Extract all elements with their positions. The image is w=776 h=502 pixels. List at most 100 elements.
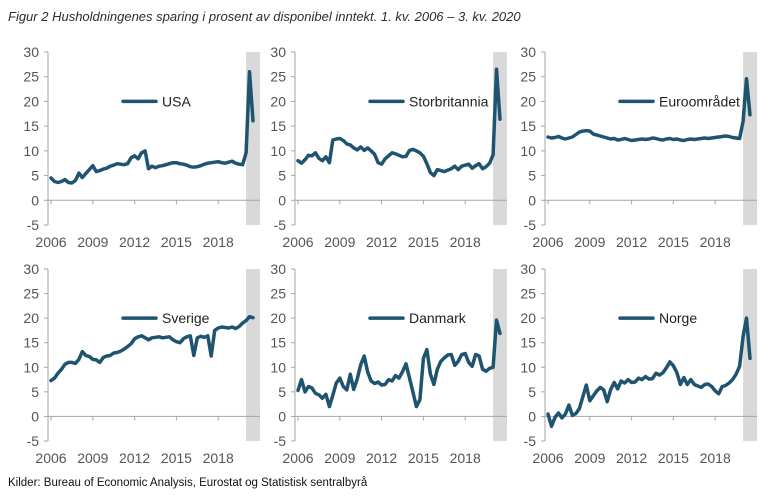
y-tick-label: 0	[528, 408, 536, 424]
y-tick-label: 5	[31, 168, 39, 184]
y-tick-label: 30	[23, 44, 39, 60]
x-tick-label: 2015	[408, 450, 439, 466]
series-line	[49, 314, 255, 383]
x-tick-label: 2018	[203, 450, 234, 466]
y-tick-label: 30	[520, 44, 536, 60]
chart-panel-6: -5 0 5 10 15 20 25 30 2006 2009 2012 2015 2018 Norge	[520, 261, 757, 466]
x-tick-label: 2009	[77, 450, 108, 466]
y-tick-label: 15	[23, 335, 39, 351]
y-tick-label: 10	[23, 359, 39, 375]
x-tick-label: 2009	[77, 234, 108, 250]
y-tick-label: 5	[278, 168, 286, 184]
chart-panel-2: -5 0 5 10 15 20 25 30 2006 2009 2012 2015 2018 Storbr…	[270, 44, 507, 250]
x-tick-label: 2012	[616, 450, 647, 466]
x-tick-label: 2009	[574, 234, 605, 250]
y-tick-label: 0	[31, 408, 39, 424]
y-tick-label: 25	[520, 286, 536, 302]
y-tick-label: 25	[270, 69, 286, 85]
shaded-region	[493, 269, 507, 441]
x-tick-label: 2009	[324, 234, 355, 250]
series-line	[49, 70, 255, 185]
y-tick-label: 20	[520, 310, 536, 326]
y-tick-label: 0	[278, 192, 286, 208]
x-tick-label: 2018	[700, 234, 731, 250]
series-line	[296, 318, 502, 409]
x-tick-label: 2009	[324, 450, 355, 466]
y-tick-label: 15	[270, 335, 286, 351]
legend-label: Danmark	[409, 310, 467, 326]
x-tick-label: 2012	[366, 234, 397, 250]
y-tick-label: 10	[520, 143, 536, 159]
y-tick-label: -5	[27, 433, 40, 449]
y-tick-label: 20	[23, 310, 39, 326]
y-tick-label: 25	[23, 286, 39, 302]
x-tick-label: 2018	[203, 234, 234, 250]
y-tick-label: 5	[528, 168, 536, 184]
chart-panel-4: -5 0 5 10 15 20 25 30 2006 2009 2012 2015 2018 Sverig…	[23, 261, 260, 466]
chart-panel-1: -5 0 5 10 15 20 25 30 2006 2009 2012 2015 2018 USA	[23, 44, 260, 250]
x-tick-label: 2012	[616, 234, 647, 250]
x-tick-label: 2018	[450, 234, 481, 250]
y-tick-label: 10	[270, 359, 286, 375]
y-tick-label: -5	[524, 433, 537, 449]
x-tick-label: 2015	[658, 234, 689, 250]
x-tick-label: 2018	[450, 450, 481, 466]
series-line	[296, 67, 502, 178]
x-tick-label: 2015	[161, 234, 192, 250]
y-tick-label: 15	[270, 118, 286, 134]
y-tick-label: 10	[520, 359, 536, 375]
y-tick-label: 10	[270, 143, 286, 159]
y-tick-label: 20	[270, 93, 286, 109]
series-line	[546, 76, 752, 143]
y-tick-label: 30	[520, 261, 536, 277]
series-line	[546, 316, 752, 429]
x-tick-label: 2012	[119, 450, 150, 466]
y-tick-label: 25	[270, 286, 286, 302]
y-tick-label: -5	[274, 217, 287, 233]
legend-label: Storbritannia	[409, 93, 489, 109]
y-tick-label: 20	[23, 93, 39, 109]
y-tick-label: -5	[27, 217, 40, 233]
legend-label: Euroområdet	[659, 93, 740, 109]
x-tick-label: 2009	[574, 450, 605, 466]
x-tick-label: 2012	[366, 450, 397, 466]
y-tick-label: 20	[270, 310, 286, 326]
chart-panel-5: -5 0 5 10 15 20 25 30 2006 2009 2012 2015 2018 Danmar…	[270, 261, 507, 466]
figure-title: Figur 2 Husholdningenes sparing i prosen…	[8, 9, 521, 24]
y-tick-label: 10	[23, 143, 39, 159]
x-tick-label: 2006	[35, 234, 66, 250]
y-tick-label: 5	[278, 384, 286, 400]
y-tick-label: 5	[31, 384, 39, 400]
y-tick-label: 0	[278, 408, 286, 424]
y-tick-label: 30	[270, 261, 286, 277]
x-tick-label: 2006	[532, 450, 563, 466]
shaded-region	[246, 269, 260, 441]
x-tick-label: 2015	[161, 450, 192, 466]
x-tick-label: 2006	[282, 450, 313, 466]
x-tick-label: 2018	[700, 450, 731, 466]
y-tick-label: -5	[524, 217, 537, 233]
y-tick-label: 0	[528, 192, 536, 208]
x-tick-label: 2006	[35, 450, 66, 466]
x-tick-label: 2006	[532, 234, 563, 250]
y-tick-label: 30	[270, 44, 286, 60]
y-tick-label: -5	[274, 433, 287, 449]
y-tick-label: 20	[520, 93, 536, 109]
y-tick-label: 5	[528, 384, 536, 400]
y-tick-label: 15	[23, 118, 39, 134]
y-tick-label: 0	[31, 192, 39, 208]
y-tick-label: 25	[23, 69, 39, 85]
x-tick-label: 2006	[282, 234, 313, 250]
y-tick-label: 25	[520, 69, 536, 85]
legend-label: Sverige	[162, 310, 210, 326]
x-tick-label: 2012	[119, 234, 150, 250]
y-tick-label: 15	[520, 118, 536, 134]
legend-label: USA	[162, 93, 191, 109]
legend-label: Norge	[659, 310, 697, 326]
source-note: Kilder: Bureau of Economic Analysis, Eur…	[8, 477, 368, 489]
x-tick-label: 2015	[408, 234, 439, 250]
y-tick-label: 30	[23, 261, 39, 277]
chart-panel-3: -5 0 5 10 15 20 25 30 2006 2009 2012 2015 2018 Euroom…	[520, 44, 757, 250]
y-tick-label: 15	[520, 335, 536, 351]
